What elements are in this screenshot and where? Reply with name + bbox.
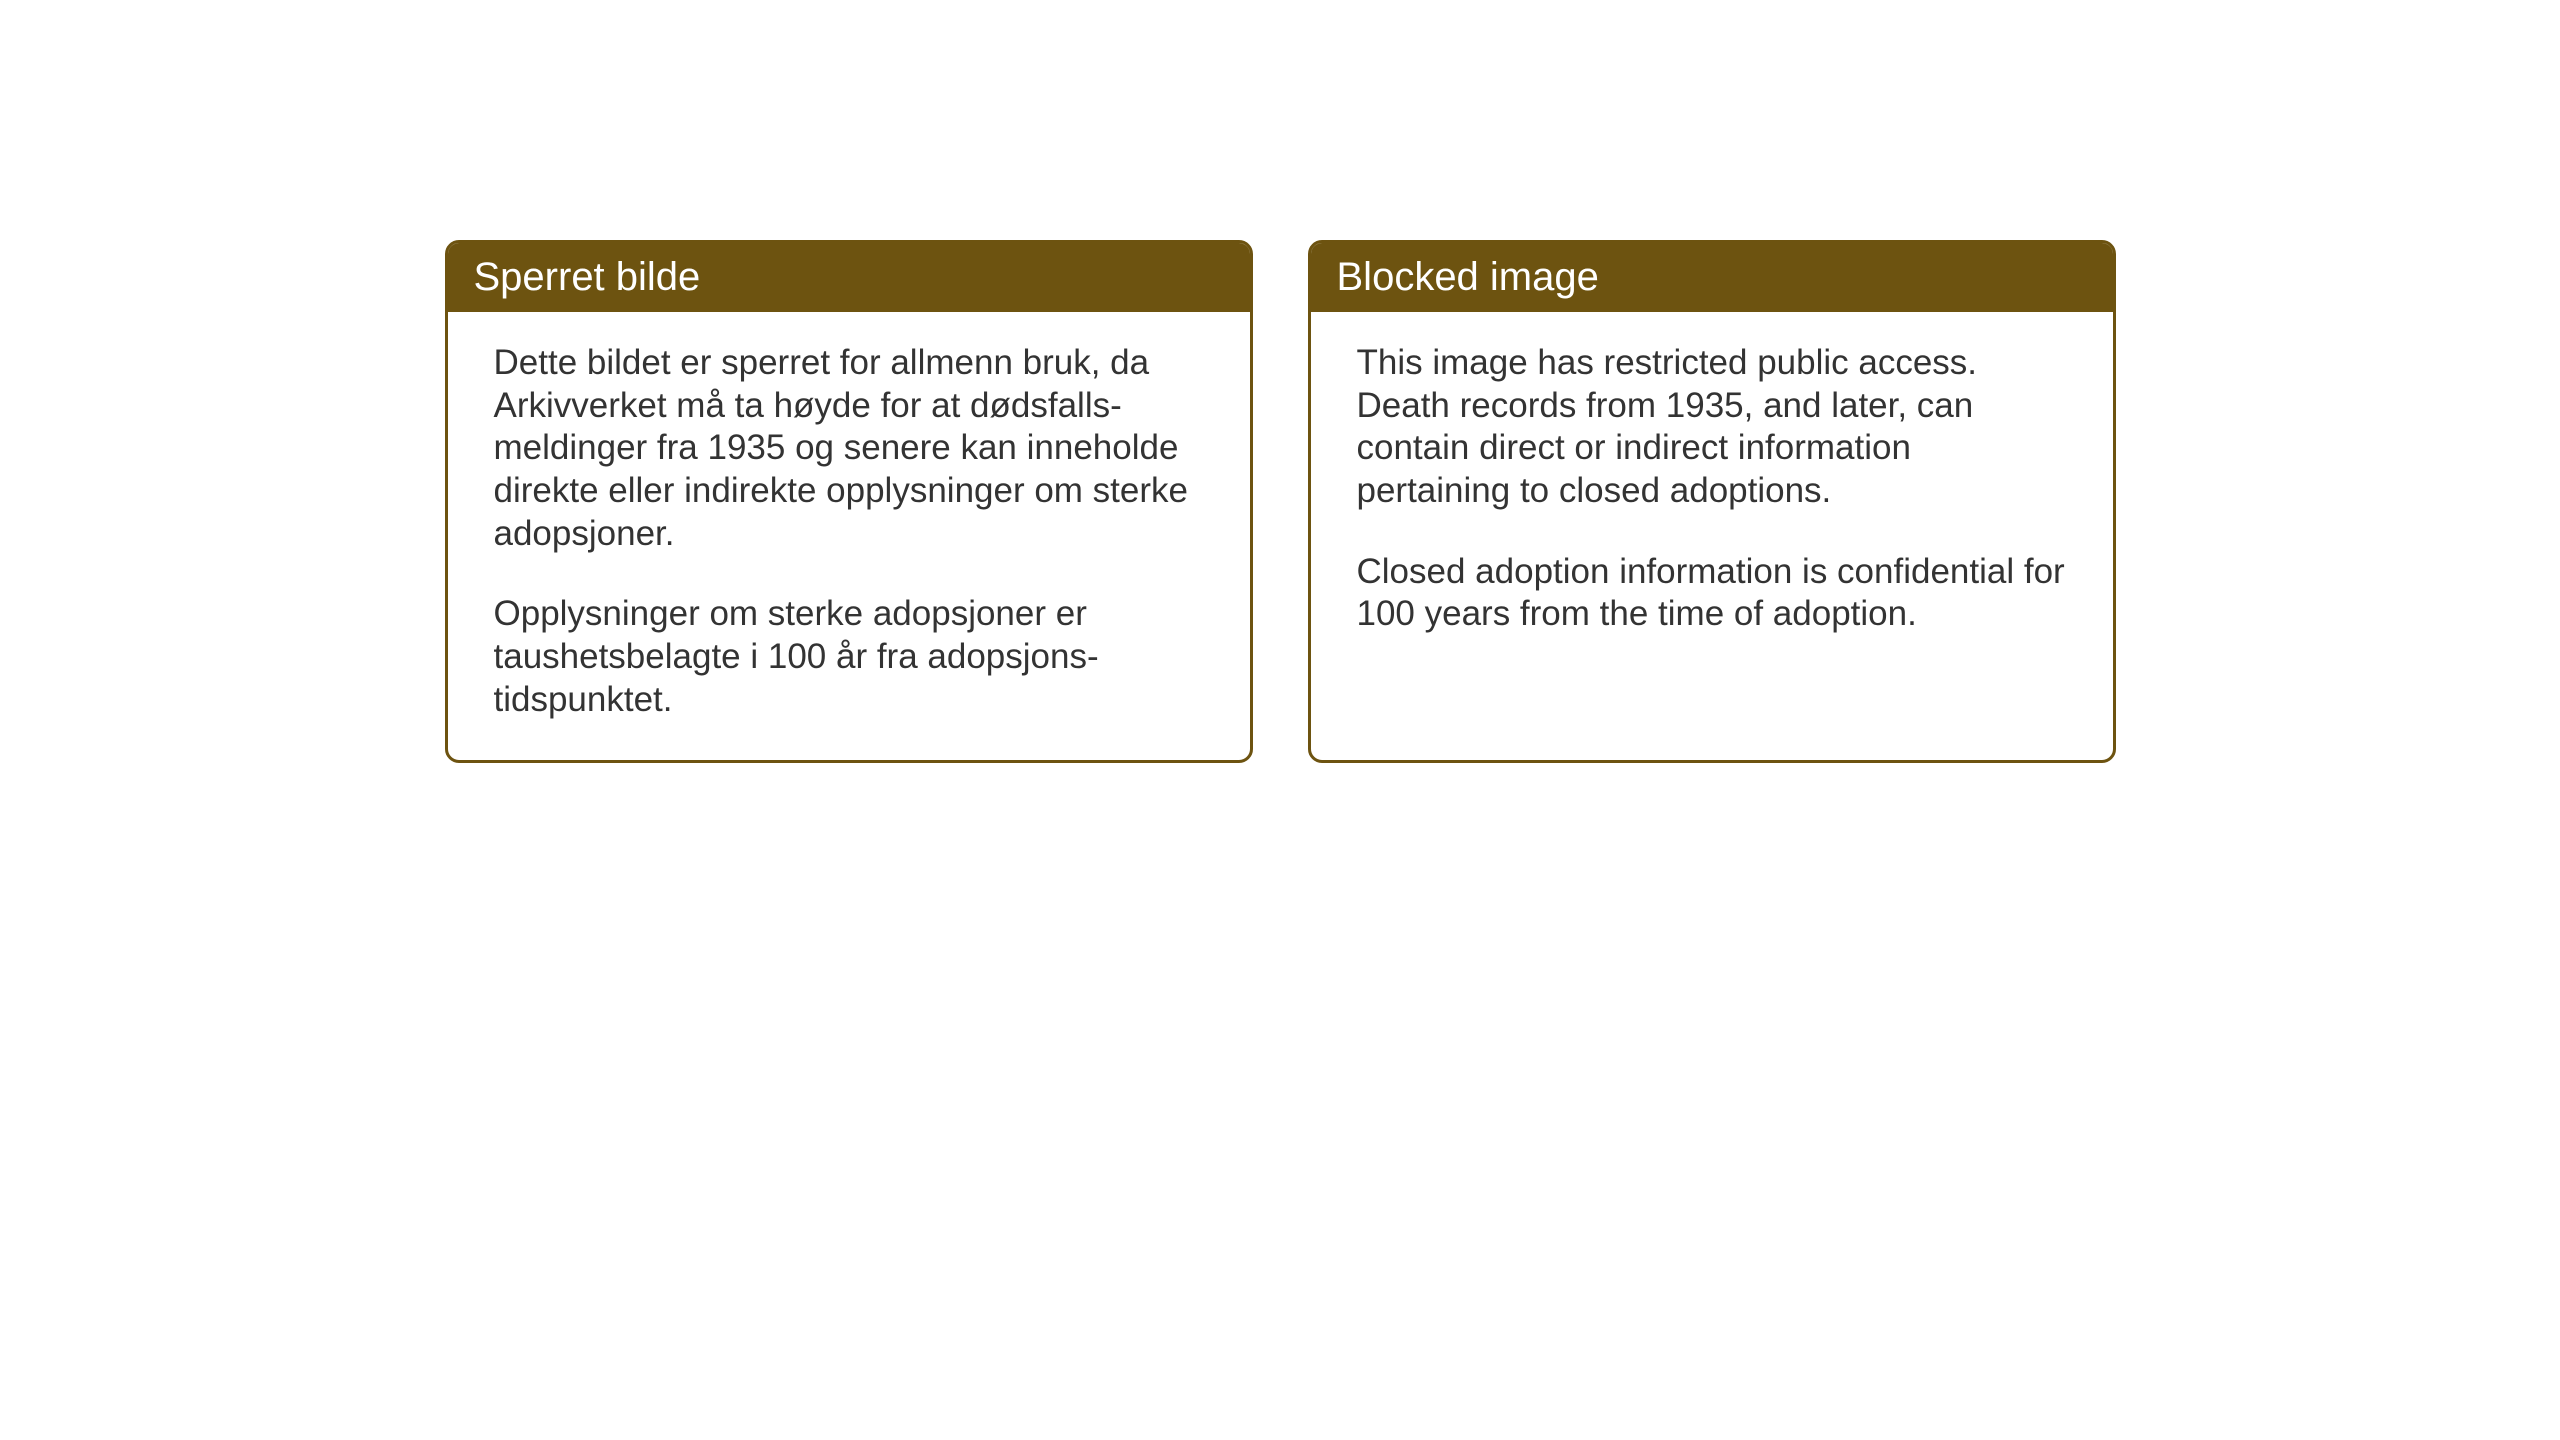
paragraph-no-2: Opplysninger om sterke adopsjoner er tau… [494, 593, 1204, 721]
paragraph-en-1: This image has restricted public access.… [1357, 342, 2067, 513]
card-norwegian: Sperret bilde Dette bildet er sperret fo… [445, 240, 1253, 763]
card-body-norwegian: Dette bildet er sperret for allmenn bruk… [448, 312, 1250, 760]
card-english: Blocked image This image has restricted … [1308, 240, 2116, 763]
paragraph-en-2: Closed adoption information is confident… [1357, 551, 2067, 636]
card-header-english: Blocked image [1311, 243, 2113, 312]
cards-container: Sperret bilde Dette bildet er sperret fo… [445, 240, 2116, 763]
paragraph-no-1: Dette bildet er sperret for allmenn bruk… [494, 342, 1204, 555]
card-header-norwegian: Sperret bilde [448, 243, 1250, 312]
card-body-english: This image has restricted public access.… [1311, 312, 2113, 712]
